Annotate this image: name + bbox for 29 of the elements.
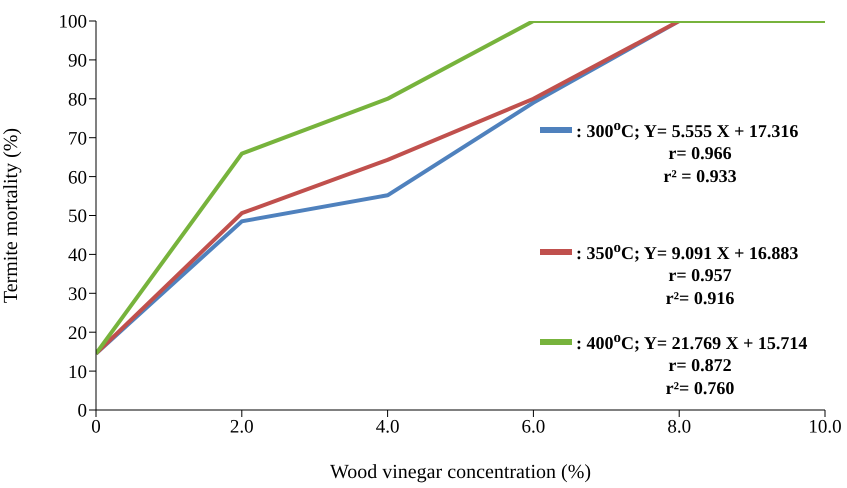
y-tick-label: 80	[68, 90, 87, 111]
y-tick-label: 100	[58, 12, 87, 33]
annotation: r² = 0.933	[662, 165, 738, 188]
x-tick-label: 2.0	[230, 416, 254, 438]
y-tick-label: 90	[68, 50, 87, 72]
legend-label: : 400$^{o}$C; Y= 21.769 X + 15.714	[576, 330, 808, 354]
x-axis-title: Wood vinegar concentration (%)	[330, 461, 592, 483]
annotation: r= 0.872	[667, 354, 733, 377]
annotation: r²= 0.916	[664, 287, 736, 310]
y-tick-label: 40	[68, 245, 87, 266]
annotation: r= 0.966	[667, 142, 733, 165]
y-tick-label: 30	[68, 284, 87, 306]
x-tick-label: 0	[91, 416, 101, 438]
y-tick-label: 60	[68, 167, 87, 188]
legend-label: : 350$^{o}$C; Y= 9.091 X + 16.883	[576, 240, 798, 264]
legend-label: : 300$^{o}$C; Y= 5.555 X + 17.316	[576, 118, 798, 142]
annotation: r= 0.957	[667, 264, 733, 287]
y-tick-label: 70	[68, 128, 87, 150]
y-axis-title: Termite mortality (%)	[0, 128, 22, 304]
y-tick-label: 0	[78, 400, 87, 422]
x-tick-label: 10.0	[808, 416, 842, 438]
x-tick-label: 4.0	[376, 416, 400, 438]
x-tick-label: 8.0	[667, 416, 692, 438]
y-tick-label: 50	[68, 206, 87, 228]
y-tick-label: 10	[68, 362, 87, 383]
annotation: r²= 0.760	[664, 377, 736, 400]
line-series	[96, 21, 825, 356]
x-tick-label: 6.0	[522, 416, 546, 438]
y-tick-label: 20	[68, 322, 87, 344]
